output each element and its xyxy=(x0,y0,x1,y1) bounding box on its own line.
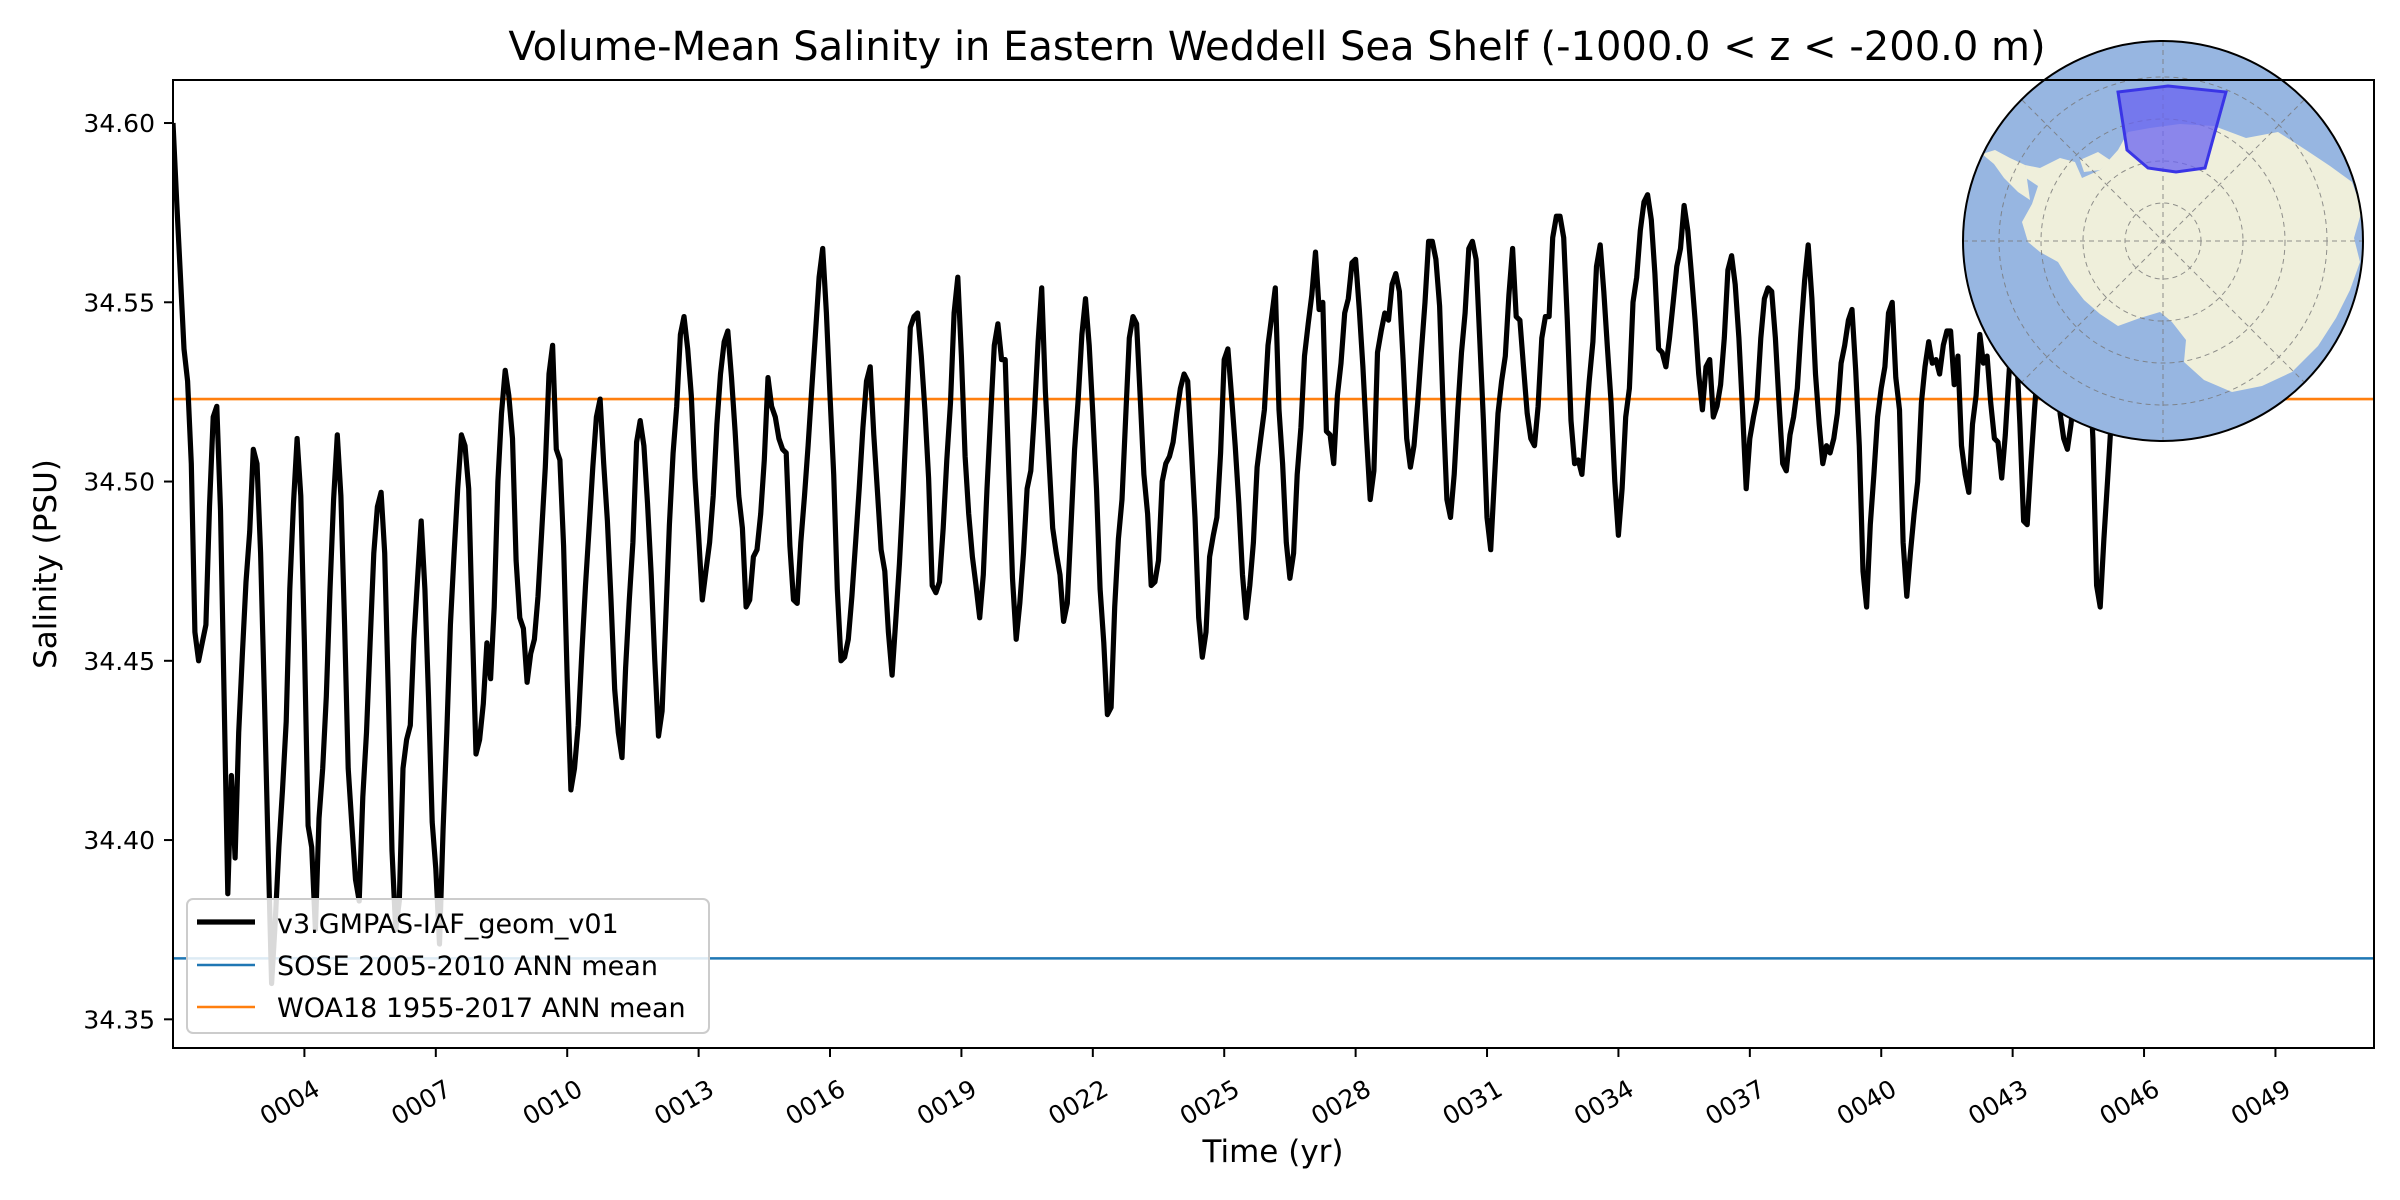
graticule xyxy=(1963,41,2363,441)
y-tick-label: 34.50 xyxy=(83,468,155,497)
region-eastern-weddell-shelf xyxy=(2116,84,2228,174)
y-tick-label: 34.60 xyxy=(83,109,155,138)
legend-label-model: v3.GMPAS-IAF_geom_v01 xyxy=(277,909,619,940)
antarctica-landmass xyxy=(2022,124,2362,392)
y-tick-label: 34.55 xyxy=(83,288,155,317)
legend-label-woa18: WOA18 1955-2017 ANN mean xyxy=(277,993,686,1024)
chart-title: Volume-Mean Salinity in Eastern Weddell … xyxy=(508,24,2045,70)
plot-frame xyxy=(172,79,2375,1049)
y-axis-label: Salinity (PSU) xyxy=(28,459,64,669)
ice-shelf-island xyxy=(2080,152,2110,172)
peninsula xyxy=(1982,150,2030,200)
antarctica-inset-map xyxy=(1962,40,2364,442)
legend: v3.GMPAS-IAF_geom_v01 SOSE 2005-2010 ANN… xyxy=(186,898,710,1034)
y-tick-label: 34.35 xyxy=(83,1005,155,1034)
legend-frame xyxy=(186,898,710,1034)
y-tick-label: 34.45 xyxy=(83,647,155,676)
globe-outline xyxy=(1962,40,2364,442)
y-tick-label: 34.40 xyxy=(83,826,155,855)
legend-label-sose: SOSE 2005-2010 ANN mean xyxy=(277,951,658,982)
y-axis: 34.35 34.40 34.45 34.50 34.55 34.60 xyxy=(83,109,173,1034)
model-salinity-line xyxy=(173,122,2132,987)
x-axis-label: Time (yr) xyxy=(1202,1134,1344,1170)
